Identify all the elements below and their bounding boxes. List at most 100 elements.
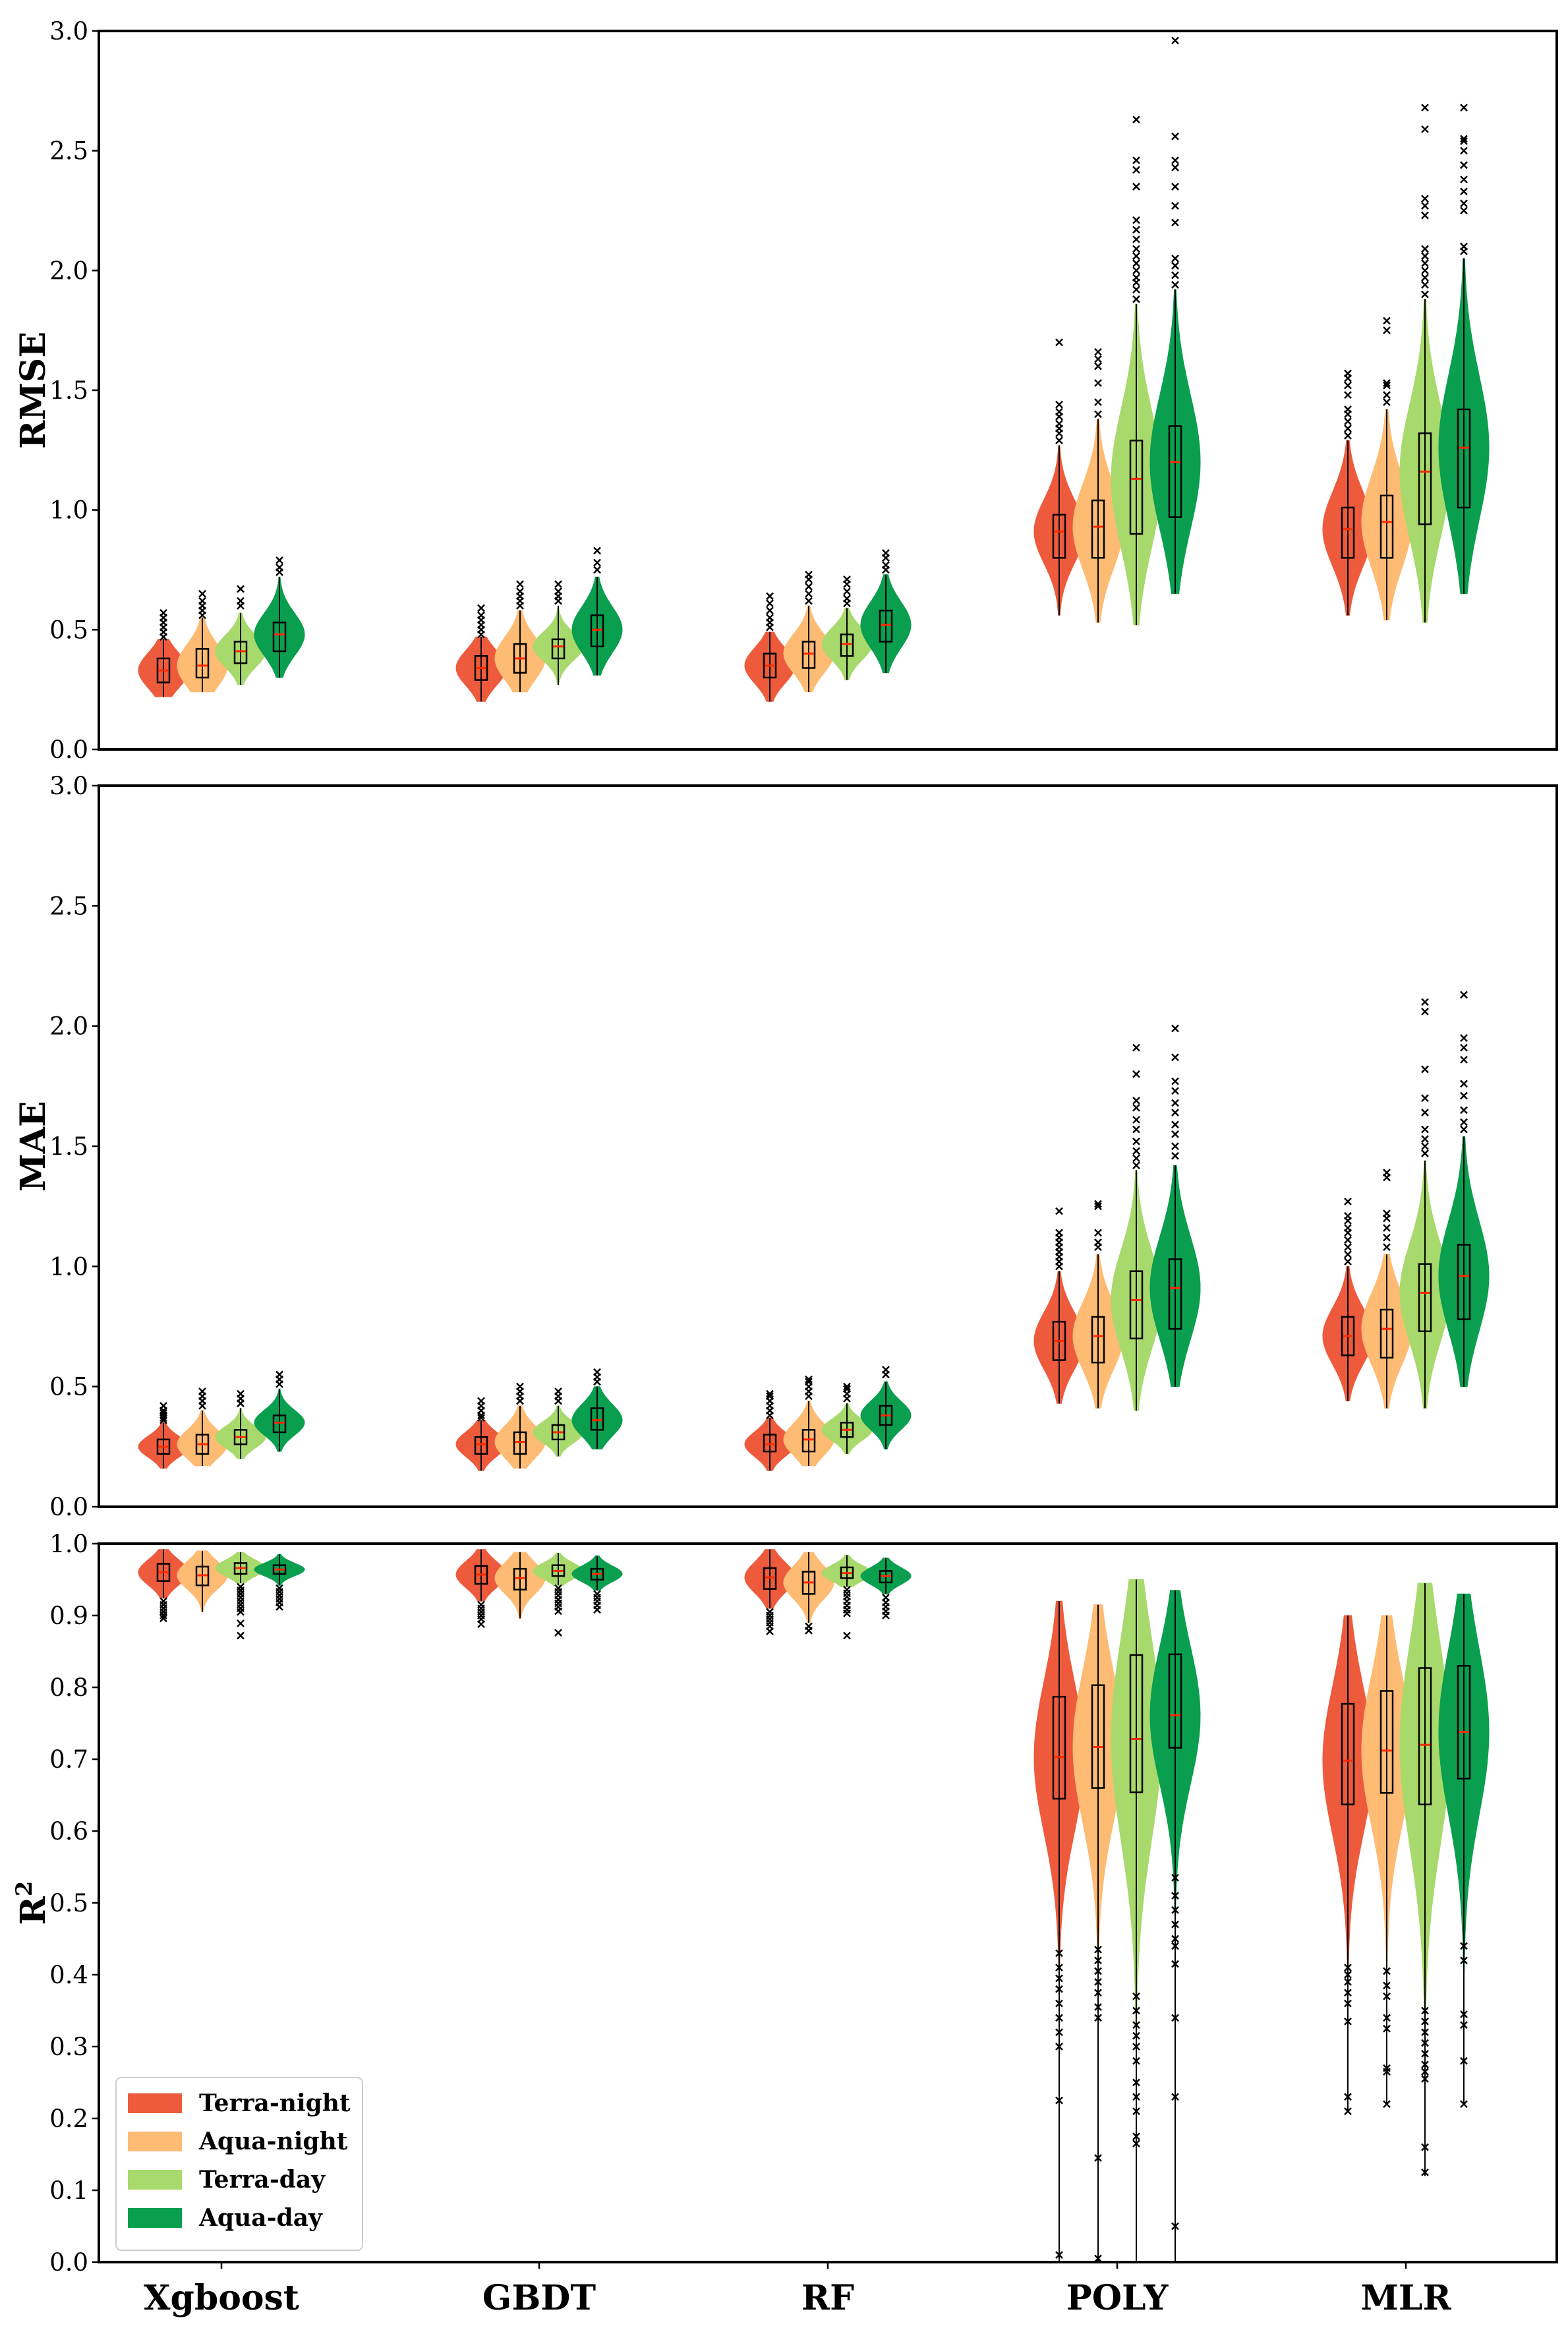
outlier-marker xyxy=(1094,398,1102,407)
outlier-stroke xyxy=(1421,2068,1429,2076)
outlier-marker xyxy=(198,589,206,598)
outlier-stroke xyxy=(1132,1154,1140,1163)
outlier-stroke xyxy=(1132,1161,1140,1170)
iqr-box xyxy=(474,1565,488,1585)
group-rf xyxy=(744,1366,912,1471)
outlier-marker xyxy=(237,1608,245,1616)
legend-swatch-terra-night xyxy=(128,2093,182,2113)
outlier-stroke xyxy=(1171,183,1179,191)
outlier-stroke xyxy=(1094,2254,1102,2263)
outlier-marker xyxy=(843,1631,851,1640)
outlier-marker xyxy=(1460,1080,1468,1088)
legend-swatch-aqua-day xyxy=(128,2208,182,2228)
outlier-marker xyxy=(1171,1077,1179,1086)
outlier-stroke xyxy=(1094,1978,1102,1986)
outlier-marker xyxy=(1460,2010,1468,2018)
y-tick-label: 0.9 xyxy=(49,1602,88,1630)
outlier-marker xyxy=(1383,1224,1391,1232)
outlier-marker xyxy=(1383,316,1391,325)
y-tick-label: 0.2 xyxy=(49,2105,88,2133)
outlier-stroke xyxy=(1344,1989,1352,1997)
outlier-marker xyxy=(1055,2028,1063,2037)
outlier-stroke xyxy=(516,580,524,589)
outlier-marker xyxy=(766,606,774,615)
iqr-box xyxy=(272,1564,287,1575)
outlier-marker xyxy=(805,589,813,598)
y-tick-label: 2.5 xyxy=(49,892,88,920)
outlier-stroke xyxy=(1421,998,1429,1006)
outlier-stroke xyxy=(1132,1992,1140,2000)
outlier-stroke xyxy=(1055,419,1063,428)
iqr-box xyxy=(1341,1316,1355,1356)
legend-swatch-aqua-night xyxy=(128,2132,182,2151)
outlier-marker xyxy=(593,546,601,555)
y-tick-label: 0.7 xyxy=(49,1745,88,1774)
outlier-marker xyxy=(805,1627,813,1635)
outlier-marker xyxy=(1383,1992,1391,2000)
outlier-marker xyxy=(1094,1956,1102,1965)
outlier-marker xyxy=(1132,235,1140,243)
y-tick-label: 0.0 xyxy=(49,736,88,764)
outlier-marker xyxy=(1132,1161,1140,1170)
outlier-marker xyxy=(1383,398,1391,407)
outlier-marker xyxy=(1421,2028,1429,2037)
outlier-stroke xyxy=(1383,381,1391,390)
iqr-box xyxy=(233,641,248,664)
outlier-stroke xyxy=(198,597,206,605)
outlier-stroke xyxy=(1171,163,1179,171)
violin-rf-terra-day xyxy=(821,1382,873,1455)
outlier-marker xyxy=(1421,1150,1429,1157)
outlier-marker xyxy=(477,604,485,612)
violin-rf-aqua-night xyxy=(783,1552,834,1635)
outlier-stroke xyxy=(1344,1978,1352,1986)
y-tick-label: 0.0 xyxy=(49,2248,88,2277)
violin-rf-aqua-day xyxy=(860,1558,912,1619)
violin-mlr-aqua-night xyxy=(1361,1169,1412,1409)
outlier-marker xyxy=(1460,1118,1468,1126)
outlier-stroke xyxy=(1171,1099,1179,1107)
outlier-marker xyxy=(1132,2006,1140,2015)
outlier-stroke xyxy=(843,1382,851,1391)
outlier-marker xyxy=(276,1370,283,1379)
outlier-stroke xyxy=(237,1389,245,1398)
outlier-marker xyxy=(1421,274,1429,282)
outlier-stroke xyxy=(1344,2093,1352,2101)
outlier-marker xyxy=(1132,115,1140,124)
outlier-stroke xyxy=(1094,1989,1102,1997)
group-rf xyxy=(744,1549,912,1640)
violin-mlr-aqua-day xyxy=(1438,1593,1490,2109)
outlier-stroke xyxy=(1383,391,1391,399)
outlier-marker xyxy=(276,1603,283,1611)
outlier-stroke xyxy=(1171,1077,1179,1086)
outlier-stroke xyxy=(1460,2100,1468,2109)
outlier-marker xyxy=(1344,1250,1352,1258)
outlier-stroke xyxy=(1055,1999,1063,2008)
y-tick-label: 2.5 xyxy=(49,137,88,165)
outlier-marker xyxy=(1460,1043,1468,1052)
outlier-stroke xyxy=(1171,1053,1179,1061)
y-axis-label-superscript: 2 xyxy=(11,1881,38,1897)
outlier-stroke xyxy=(1383,316,1391,325)
outlier-marker xyxy=(1132,2078,1140,2087)
iqr-box xyxy=(590,1567,604,1581)
iqr-box xyxy=(1129,1654,1144,1793)
outlier-stroke xyxy=(1132,156,1140,165)
violin-poly-aqua-night xyxy=(1072,1200,1124,1409)
outlier-marker xyxy=(1094,362,1102,370)
outlier-stroke xyxy=(805,589,813,598)
outlier-marker xyxy=(1421,2068,1429,2076)
outlier-stroke xyxy=(1421,245,1429,253)
iqr-box xyxy=(1052,1695,1066,1800)
outlier-marker xyxy=(1132,2093,1140,2101)
outlier-marker xyxy=(276,563,283,571)
outlier-stroke xyxy=(1171,1024,1179,1033)
outlier-stroke xyxy=(1132,1096,1140,1105)
outlier-stroke xyxy=(1132,2021,1140,2029)
outlier-marker xyxy=(1421,1142,1429,1150)
outlier-marker xyxy=(1383,2100,1391,2109)
panels: 0.0 0.5 1.0 1.5 2.0 2.5 3.0 RMSE 0.0 0.5 1.0 1.5 2.0… xyxy=(11,17,1558,2277)
outlier-stroke xyxy=(805,570,813,579)
iqr-box xyxy=(1379,1308,1394,1359)
outlier-marker xyxy=(1421,1007,1429,1016)
outlier-stroke xyxy=(1421,1125,1429,1134)
